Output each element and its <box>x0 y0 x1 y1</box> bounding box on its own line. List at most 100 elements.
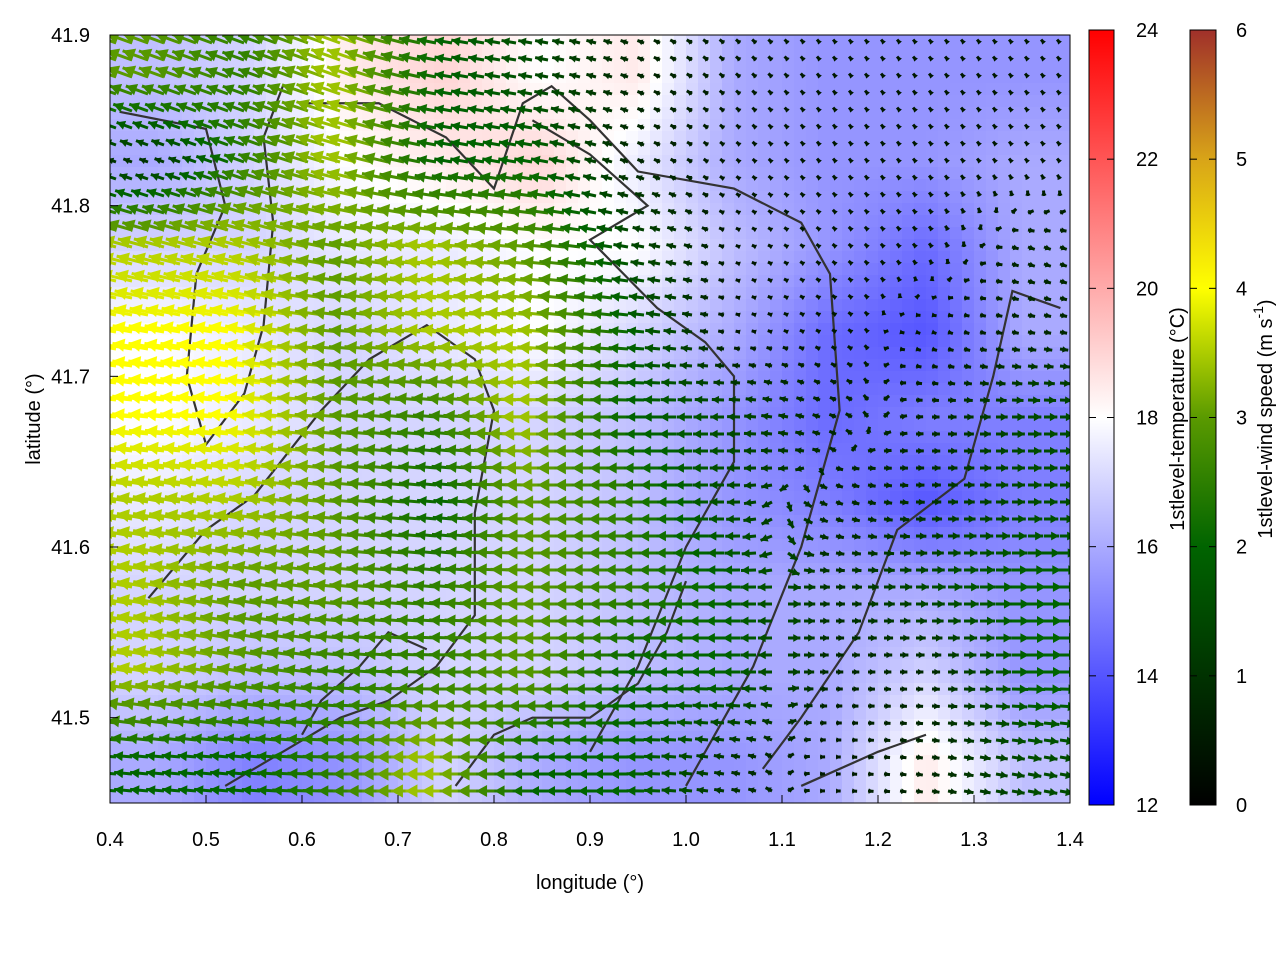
temperature-cell <box>938 647 951 660</box>
temperature-cell <box>842 731 855 744</box>
temperature-cell <box>770 119 783 132</box>
temperature-cell <box>854 275 867 288</box>
temperature-cell <box>950 131 963 144</box>
temperature-cell <box>674 707 687 720</box>
temperature-cell <box>626 107 639 120</box>
temperature-cell <box>794 131 807 144</box>
temperature-cell <box>722 539 735 552</box>
temperature-cell <box>818 131 831 144</box>
temperature-cell <box>134 143 147 156</box>
temperature-cell <box>734 119 747 132</box>
temperature-cell <box>674 215 687 228</box>
temperature-cell <box>986 503 999 516</box>
temperature-cell <box>986 59 999 72</box>
temperature-cell <box>638 179 651 192</box>
temperature-cell <box>842 287 855 300</box>
temperature-cell <box>962 119 975 132</box>
temperature-cell <box>806 623 819 636</box>
temperature-cell <box>686 299 699 312</box>
temperature-cell <box>1046 83 1059 96</box>
temperature-cell <box>758 119 771 132</box>
temperature-cell <box>902 335 915 348</box>
temperature-cell <box>734 203 747 216</box>
temperature-cell <box>1010 179 1023 192</box>
temperature-cell <box>1022 707 1035 720</box>
temperature-cell <box>758 71 771 84</box>
temperature-cell <box>818 383 831 396</box>
temperature-cell <box>374 707 387 720</box>
temperature-cell <box>962 143 975 156</box>
temperature-cell <box>710 107 723 120</box>
temperature-cell <box>1022 71 1035 84</box>
temperature-cell <box>878 71 891 84</box>
temperature-cell <box>902 35 915 48</box>
temperature-cell <box>662 119 675 132</box>
temperature-cell <box>758 707 771 720</box>
temperature-cell <box>290 383 303 396</box>
temperature-cell <box>854 107 867 120</box>
temperature-cell <box>986 107 999 120</box>
temperature-cell <box>782 59 795 72</box>
temperature-cell <box>866 203 879 216</box>
temperature-cell <box>614 155 627 168</box>
temperature-cell <box>662 35 675 48</box>
temperature-cell <box>758 59 771 72</box>
temperature-cell <box>866 335 879 348</box>
temperature-cell <box>722 35 735 48</box>
temperature-cell <box>890 707 903 720</box>
temperature-cell <box>806 131 819 144</box>
temperature-cell <box>590 215 603 228</box>
temperature-cell <box>218 59 231 72</box>
temperature-cell <box>938 743 951 756</box>
temperature-cell <box>986 179 999 192</box>
temperature-cell <box>938 131 951 144</box>
temperature-cell <box>806 455 819 468</box>
temperature-cell <box>674 119 687 132</box>
temperature-cell <box>998 143 1011 156</box>
temperature-cell <box>998 167 1011 180</box>
temperature-cell <box>1034 215 1047 228</box>
temperature-cell <box>938 659 951 672</box>
temperature-cell <box>938 299 951 312</box>
temperature-cell <box>1022 515 1035 528</box>
temperature-cell <box>878 659 891 672</box>
temperature-cell <box>962 659 975 672</box>
temperature-cell <box>734 719 747 732</box>
temperature-cell <box>602 335 615 348</box>
temperature-cell <box>698 83 711 96</box>
temperature-cell <box>542 179 555 192</box>
temperature-cell <box>998 119 1011 132</box>
temperature-cell <box>650 95 663 108</box>
temperature-cell <box>818 155 831 168</box>
temperature-cell <box>686 95 699 108</box>
temperature-cell <box>938 215 951 228</box>
temperature-cell <box>830 623 843 636</box>
temperature-cell <box>1022 539 1035 552</box>
temperature-cell <box>914 59 927 72</box>
temperature-cell <box>926 191 939 204</box>
temperature-cell <box>962 191 975 204</box>
temperature-cell <box>818 59 831 72</box>
temperature-cell <box>650 215 663 228</box>
temperature-cell <box>674 299 687 312</box>
temperature-cell <box>818 419 831 432</box>
temperature-cell <box>938 179 951 192</box>
temperature-cell <box>878 623 891 636</box>
temperature-cell <box>854 287 867 300</box>
temperature-cell <box>818 395 831 408</box>
temperature-cell <box>902 47 915 60</box>
temperature-cell <box>830 143 843 156</box>
temperature-cell <box>926 131 939 144</box>
temperature-cell <box>506 179 519 192</box>
temperature-cell <box>1022 623 1035 636</box>
temperature-cell <box>866 659 879 672</box>
temperature-cell <box>770 47 783 60</box>
temperature-cell <box>914 215 927 228</box>
temperature-cell <box>770 299 783 312</box>
temperature-cell <box>878 251 891 264</box>
temperature-cell <box>782 179 795 192</box>
temperature-cell <box>722 299 735 312</box>
temperature-cell <box>986 743 999 756</box>
temperature-cell <box>638 335 651 348</box>
temperature-cell <box>722 311 735 324</box>
